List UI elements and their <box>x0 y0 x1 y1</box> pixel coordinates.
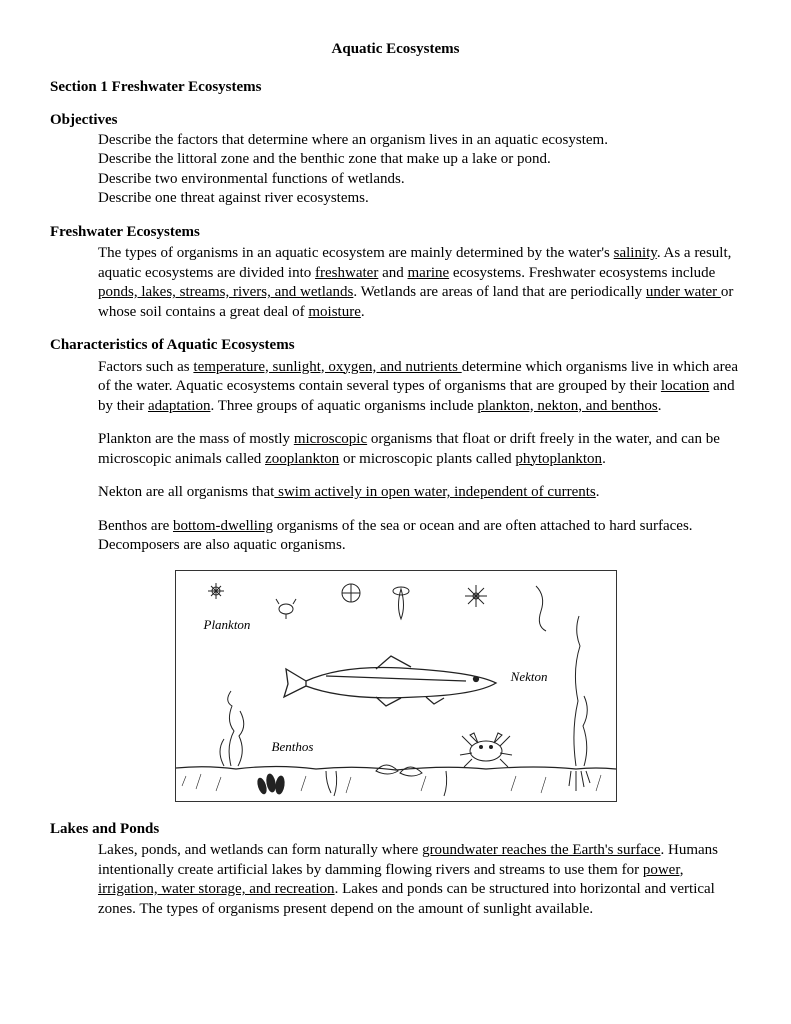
objective-item: Describe one threat against river ecosys… <box>98 189 741 209</box>
plankton-icon <box>342 584 360 602</box>
freshwater-paragraph: The types of organisms in an aquatic eco… <box>98 244 741 322</box>
objective-item: Describe two environmental functions of … <box>98 170 741 190</box>
figure-container: Plankton Nekton Benthos <box>50 570 741 802</box>
lakes-heading: Lakes and Ponds <box>50 820 741 840</box>
sediment-hatch <box>182 774 601 793</box>
objectives-heading: Objectives <box>50 111 741 131</box>
figure-label-benthos: Benthos <box>272 739 314 756</box>
roots-icon <box>569 771 590 791</box>
underlined-term: zooplankton <box>265 451 339 467</box>
characteristics-heading: Characteristics of Aquatic Ecosystems <box>50 336 741 356</box>
figure-label-plankton: Plankton <box>204 617 251 634</box>
underlined-term: microscopic <box>294 431 367 447</box>
objective-item: Describe the littoral zone and the benth… <box>98 150 741 170</box>
text: . Wetlands are areas of land that are pe… <box>353 284 646 300</box>
fish-icon <box>284 656 496 706</box>
lakes-paragraph: Lakes, ponds, and wetlands can form natu… <box>98 841 741 919</box>
objective-item: Describe the factors that determine wher… <box>98 131 741 151</box>
worm-icon <box>326 771 447 796</box>
crab-icon <box>460 733 512 767</box>
section-heading: Section 1 Freshwater Ecosystems <box>50 78 741 98</box>
figure-label-nekton: Nekton <box>511 669 548 686</box>
plankton-icon <box>276 599 296 619</box>
seaweed-icon <box>220 691 244 766</box>
underlined-term: groundwater reaches the Earth's surface <box>422 842 660 858</box>
characteristics-p2: Plankton are the mass of mostly microsco… <box>98 430 741 469</box>
underlined-term: temperature, sunlight, oxygen, and nutri… <box>193 359 461 375</box>
text: . <box>602 451 606 467</box>
text: ecosystems. Freshwater ecosystems includ… <box>449 265 715 281</box>
underlined-term: salinity <box>614 245 657 261</box>
text: Lakes, ponds, and wetlands can form natu… <box>98 842 422 858</box>
aquatic-zones-diagram: Plankton Nekton Benthos <box>175 570 617 802</box>
text: Nekton are all organisms that <box>98 484 274 500</box>
characteristics-p1: Factors such as temperature, sunlight, o… <box>98 358 741 417</box>
underlined-term: ponds, lakes, streams, rivers, and wetla… <box>98 284 353 300</box>
mussel-icon <box>256 773 285 794</box>
diagram-svg <box>176 571 616 801</box>
plankton-icon <box>393 587 409 619</box>
seabed-line <box>176 766 616 770</box>
underlined-term: under water <box>646 284 721 300</box>
text: . Three groups of aquatic organisms incl… <box>210 398 477 414</box>
underlined-term: location <box>661 378 709 394</box>
plankton-icon <box>208 583 224 599</box>
text: . <box>658 398 662 414</box>
page-title: Aquatic Ecosystems <box>50 40 741 60</box>
underlined-term: plankton, nekton, and benthos <box>477 398 657 414</box>
underlined-term: freshwater <box>315 265 378 281</box>
underlined-term: bottom-dwelling <box>173 518 273 534</box>
text: Benthos are <box>98 518 173 534</box>
underlined-term: phytoplankton <box>515 451 602 467</box>
underlined-term: marine <box>408 265 450 281</box>
text: and <box>378 265 407 281</box>
clam-icon <box>376 765 422 776</box>
text: . <box>361 304 365 320</box>
text: . <box>596 484 600 500</box>
underlined-term: moisture <box>308 304 361 320</box>
text: The types of organisms in an aquatic eco… <box>98 245 614 261</box>
underlined-term: adaptation <box>148 398 210 414</box>
freshwater-heading: Freshwater Ecosystems <box>50 223 741 243</box>
text: or microscopic plants called <box>339 451 515 467</box>
plankton-icon <box>536 586 546 631</box>
underlined-term: swim actively in open water, independent… <box>274 484 595 500</box>
objectives-list: Describe the factors that determine wher… <box>98 131 741 209</box>
seaweed-icon <box>573 616 586 766</box>
plankton-icon <box>465 585 487 607</box>
characteristics-p3: Nekton are all organisms that swim activ… <box>98 483 741 503</box>
text: Factors such as <box>98 359 193 375</box>
characteristics-p4: Benthos are bottom-dwelling organisms of… <box>98 517 741 556</box>
text: Plankton are the mass of mostly <box>98 431 294 447</box>
